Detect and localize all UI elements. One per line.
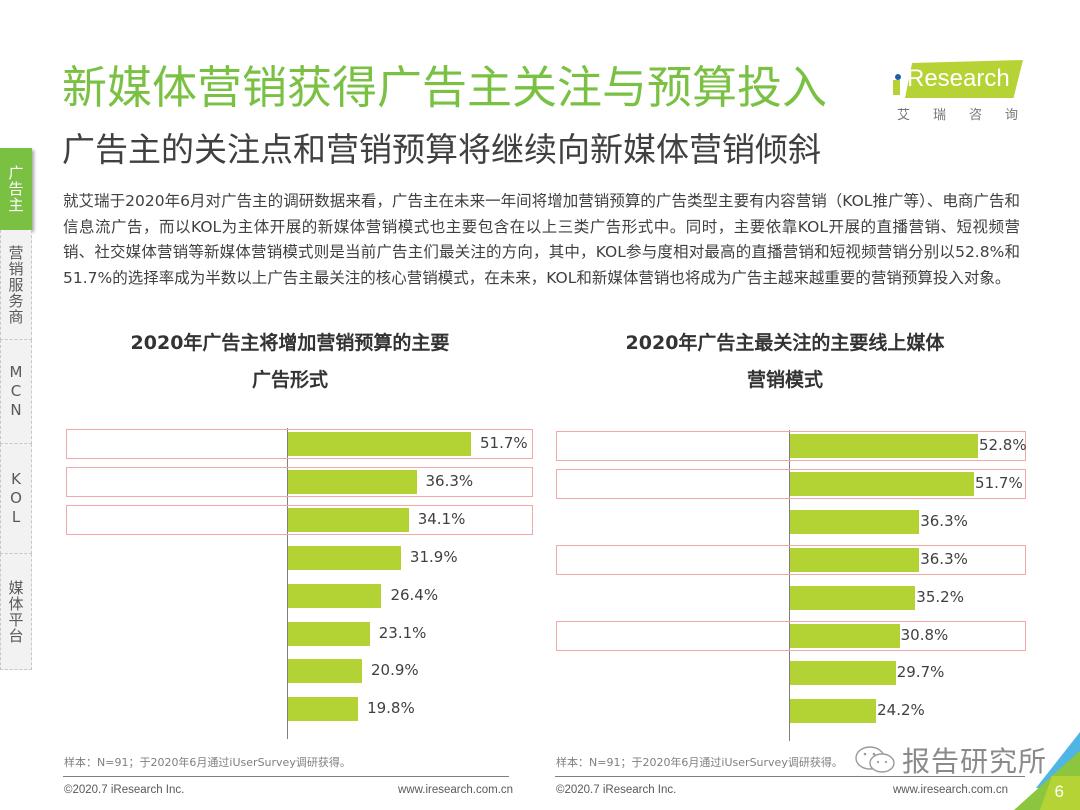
bar (790, 699, 877, 724)
bar-value-label: 36.3% (920, 511, 968, 530)
bar-value-label: 19.8% (367, 699, 415, 718)
bar-value-label: 35.2% (916, 587, 964, 606)
bar (790, 471, 975, 496)
bar (790, 509, 920, 534)
logo-text: Research (907, 65, 1010, 92)
bar-value-label: 52.8% (978, 436, 1027, 454)
highlight-box (66, 429, 533, 459)
bar (288, 697, 359, 722)
left-chart-title-line1: 2020年广告主将增加营销预算的主要 (130, 332, 450, 354)
bar (790, 434, 978, 458)
highlight-box (66, 504, 533, 535)
sidebar-item-media-platform[interactable]: 媒体平台 (0, 554, 32, 670)
sidebar-item-advertiser[interactable]: 广告主 (0, 148, 32, 230)
bar-value-label: 36.3% (425, 471, 474, 490)
bar (288, 545, 401, 570)
bar (288, 469, 417, 494)
left-sample-note: 样本：N=91；于2020年6月通过iUserSurvey调研获得。 (64, 756, 351, 769)
right-chart-title-line2: 营销模式 (746, 369, 823, 391)
right-footer-divider (555, 776, 1025, 777)
wechat-icon (852, 744, 902, 776)
bar-value-label: 20.9% (370, 661, 419, 680)
iresearch-logo: Research 艾瑞咨询 (893, 58, 1033, 126)
bar (790, 547, 920, 572)
bar-value-label: 36.3% (920, 549, 968, 568)
logo-i-icon (893, 80, 900, 95)
left-chart-title: 2020年广告主将增加营销预算的主要 广告形式 (100, 325, 480, 399)
chart-axis-line (287, 428, 288, 740)
bar-value-label: 24.2% (877, 701, 925, 720)
bar-value-label: 26.4% (390, 585, 439, 604)
left-chart-title-line2: 广告形式 (251, 369, 328, 391)
bar-value-label: 51.7% (480, 434, 528, 452)
right-copyright: ©2020.7 iResearch Inc. (556, 784, 677, 796)
corner-decoration: 6 (1010, 730, 1080, 810)
chart-axis-line (789, 430, 790, 742)
right-website-link[interactable]: www.iresearch.com.cn (893, 784, 1009, 796)
bar (288, 659, 362, 684)
bar-value-label: 29.7% (896, 663, 945, 682)
left-copyright: ©2020.7 iResearch Inc. (64, 784, 185, 796)
sidebar-item-label: 广告主 (6, 165, 25, 213)
logo-background (905, 60, 1023, 98)
bar-value-label: 23.1% (378, 623, 427, 642)
bar-value-label: 51.7% (975, 473, 1023, 492)
watermark: 报告研究所 (852, 740, 1047, 780)
right-sample-note: 样本：N=91；于2020年6月通过iUserSurvey调研获得。 (556, 756, 843, 769)
bar-value-label: 31.9% (409, 547, 458, 566)
highlight-box (66, 466, 533, 497)
bar (288, 432, 472, 456)
watermark-text: 报告研究所 (902, 745, 1048, 778)
sidebar-item-label: KOL (7, 470, 25, 527)
bar (790, 661, 896, 686)
sidebar-nav: 广告主 营销服务商 MCN KOL 媒体平台 (0, 148, 32, 670)
bar (288, 507, 409, 532)
left-footer-divider (63, 776, 509, 777)
highlight-box (556, 431, 1026, 461)
highlight-box (556, 468, 1026, 499)
left-website-link[interactable]: www.iresearch.com.cn (398, 784, 514, 796)
bar (288, 621, 370, 646)
bar (288, 583, 382, 608)
sidebar-item-label: 媒体平台 (6, 579, 25, 644)
bar (790, 623, 900, 648)
logo-dot-icon (895, 74, 901, 80)
bar (790, 585, 916, 610)
body-paragraph: 就艾瑞于2020年6月对广告主的调研数据来看，广告主在未来一年间将增加营销预算的… (63, 192, 1020, 287)
page-subtitle: 广告主的关注点和营销预算将继续向新媒体营销倾斜 (62, 130, 821, 169)
sidebar-item-mcn[interactable]: MCN (0, 340, 32, 444)
sidebar-item-label: 营销服务商 (6, 244, 25, 325)
logo-cn-text: 艾瑞咨询 (897, 108, 1042, 123)
right-chart-title-line1: 2020年广告主最关注的主要线上媒体 (625, 332, 945, 354)
sidebar-item-kol[interactable]: KOL (0, 444, 32, 554)
page-title: 新媒体营销获得广告主关注与预算投入 (62, 61, 828, 114)
sidebar-item-label: MCN (7, 363, 25, 420)
highlight-box (556, 544, 1026, 575)
sidebar-item-marketing-service[interactable]: 营销服务商 (0, 230, 32, 340)
bar-value-label: 34.1% (417, 509, 466, 528)
page-number: 6 (1054, 782, 1064, 801)
bar-value-label: 30.8% (900, 625, 949, 644)
highlight-box (556, 620, 1026, 651)
right-chart-title: 2020年广告主最关注的主要线上媒体 营销模式 (590, 325, 980, 399)
